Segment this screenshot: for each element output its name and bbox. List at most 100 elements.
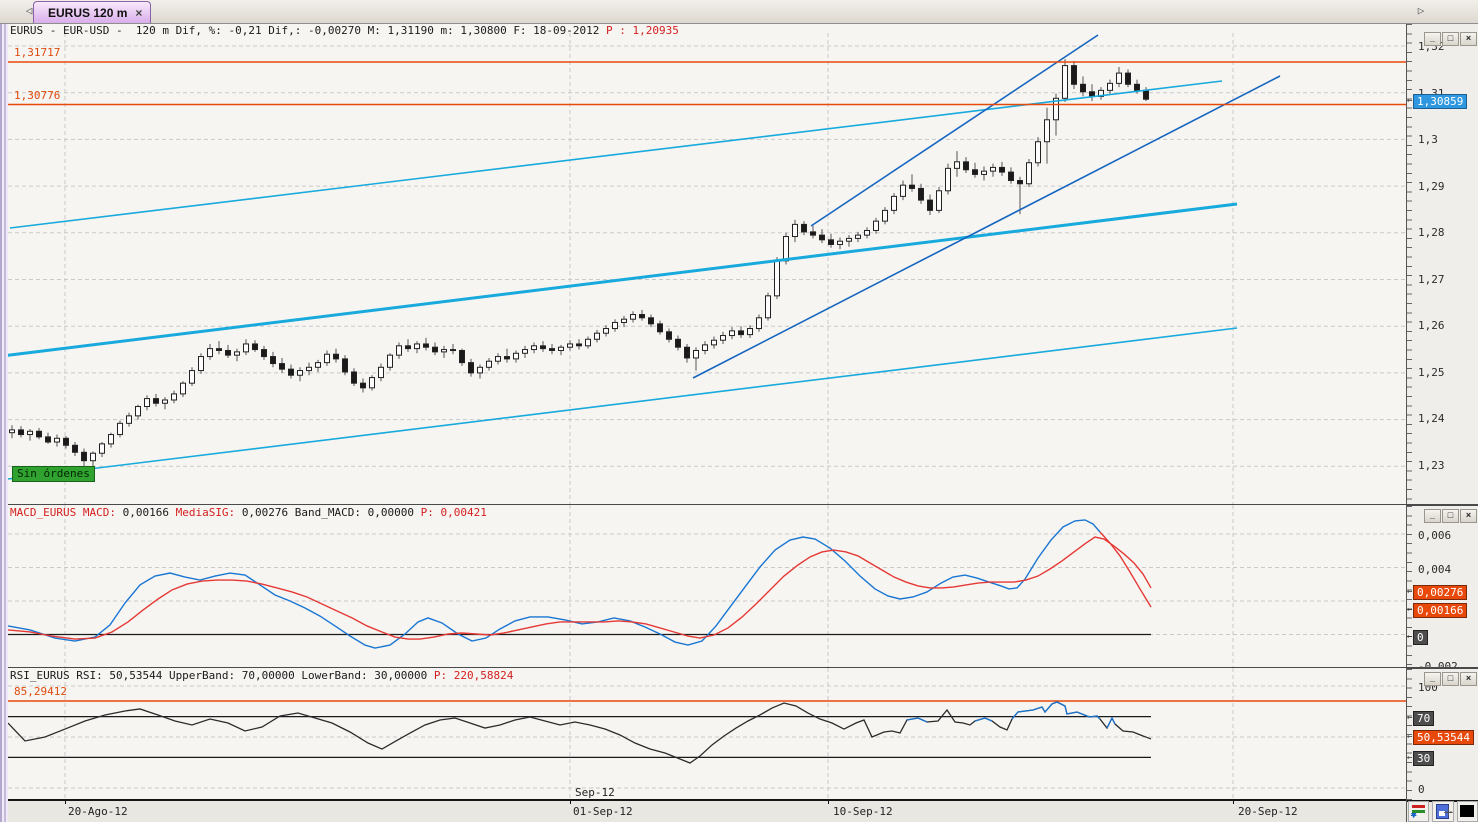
axis-tick-label: 1,23 bbox=[1418, 458, 1445, 472]
tab-scroll-left-icon[interactable]: ◁ bbox=[25, 4, 33, 17]
macd-series-MediaSIG bbox=[7, 536, 1152, 640]
close-icon[interactable]: × bbox=[1460, 509, 1477, 523]
level-arrow-icon: ← bbox=[1407, 586, 1413, 597]
candle bbox=[144, 395, 150, 411]
tab-eurus-120m[interactable]: EURUS 120 m × bbox=[33, 1, 152, 23]
fullscreen-black-icon[interactable] bbox=[1456, 801, 1478, 822]
trendline-steep-lower[interactable] bbox=[692, 75, 1281, 379]
candle bbox=[810, 225, 816, 239]
candle bbox=[1080, 76, 1086, 97]
candle bbox=[657, 320, 663, 335]
candle bbox=[1044, 107, 1050, 164]
candle bbox=[549, 343, 555, 355]
candle bbox=[486, 357, 492, 371]
last-price-box: ← 1,30859 bbox=[1407, 94, 1468, 109]
minimize-icon[interactable]: _ bbox=[1424, 32, 1441, 46]
candle bbox=[315, 359, 321, 372]
level-arrow-icon: ← bbox=[1407, 753, 1413, 764]
axis-tick-label: 0,006 bbox=[1418, 529, 1452, 542]
time-axis[interactable]: 20-Ago-12 01-Sep-12 10-Sep-12 20-Sep-12 bbox=[0, 799, 1406, 822]
candle bbox=[666, 328, 672, 343]
candle bbox=[468, 358, 474, 377]
trendline-channel-bottom[interactable] bbox=[7, 327, 1238, 480]
minimize-icon[interactable]: _ bbox=[1424, 509, 1441, 523]
tab-scroll-right-icon[interactable]: ▷ bbox=[1417, 4, 1425, 17]
chart-area bbox=[0, 24, 1406, 800]
indicator-panel-icon[interactable]: ▼ bbox=[1408, 801, 1430, 822]
macd-chart bbox=[7, 505, 1406, 668]
candle bbox=[1107, 79, 1113, 94]
candle bbox=[522, 345, 528, 358]
pane-separator[interactable] bbox=[0, 504, 1478, 505]
candle bbox=[387, 353, 393, 371]
month-axis-label: Sep-12 bbox=[575, 786, 615, 799]
macd-series-MACD bbox=[7, 519, 1101, 649]
candle bbox=[459, 348, 465, 366]
candle bbox=[828, 233, 834, 248]
candle bbox=[414, 341, 420, 354]
candle bbox=[180, 381, 186, 398]
candle bbox=[711, 336, 717, 349]
candle bbox=[918, 183, 924, 204]
candle bbox=[585, 336, 591, 349]
rsi-line-overbought bbox=[906, 717, 928, 723]
rsi-line-overbought bbox=[974, 717, 993, 722]
save-icon[interactable]: ⊹ bbox=[1432, 801, 1454, 822]
candle bbox=[774, 257, 780, 300]
restore-icon[interactable]: □ bbox=[1442, 509, 1459, 523]
candle bbox=[252, 340, 258, 352]
macd-series-MACD-below-signal bbox=[1099, 531, 1152, 608]
axis-tick-label: 100 bbox=[1418, 681, 1438, 694]
axis-tick-label: 1,31 bbox=[1418, 86, 1445, 100]
candle bbox=[819, 229, 825, 244]
candle bbox=[306, 362, 312, 376]
candle bbox=[81, 448, 87, 467]
candle bbox=[594, 329, 600, 343]
header-segment: P : 1,20935 bbox=[606, 24, 679, 37]
trendline-channel-top[interactable] bbox=[9, 80, 1223, 229]
candle bbox=[477, 364, 483, 379]
restore-icon[interactable]: □ bbox=[1442, 672, 1459, 686]
date-axis-tick bbox=[65, 799, 66, 804]
candle bbox=[495, 353, 501, 365]
candle bbox=[27, 428, 33, 441]
restore-icon[interactable]: □ bbox=[1442, 32, 1459, 46]
axis-tick-label: 1,28 bbox=[1418, 226, 1445, 239]
candle bbox=[801, 221, 807, 236]
macd-axis[interactable]: _ □ × ← 0,00276 ← 0,00166 ← 0 0,006 0,004… bbox=[1407, 505, 1478, 669]
quote-header: EURUS - EUR-USD - 120 m Dif, %: -0,21 Di… bbox=[10, 25, 679, 36]
price-level-label-upper[interactable]: 1,31717 bbox=[14, 46, 61, 59]
price-axis[interactable]: _ □ × ← 1,30859 1,32 1,31 1,3 1,29 1,28 1,27 1… bbox=[1407, 24, 1478, 505]
date-axis-label: 20-Sep-12 bbox=[1238, 805, 1298, 818]
candle bbox=[513, 350, 519, 363]
signal-value-box: ← 0,00276 bbox=[1407, 584, 1468, 600]
rsi-level-label[interactable]: 85,29412 bbox=[14, 685, 67, 698]
minimize-icon[interactable]: _ bbox=[1424, 672, 1441, 686]
candle bbox=[9, 425, 15, 439]
candle bbox=[981, 166, 987, 181]
candle bbox=[108, 432, 114, 448]
candle bbox=[882, 207, 888, 225]
axis-tick-label: 1,3 bbox=[1418, 133, 1438, 146]
header-segment: P: 0,00421 bbox=[420, 506, 487, 519]
candle bbox=[936, 187, 942, 214]
rsi-value-box: ← 50,53544 bbox=[1407, 730, 1474, 746]
close-icon[interactable]: × bbox=[1460, 672, 1477, 686]
candle bbox=[243, 339, 249, 356]
close-icon[interactable]: × bbox=[1460, 32, 1477, 46]
rsi-line bbox=[7, 701, 1152, 764]
candle bbox=[270, 351, 276, 368]
candle bbox=[333, 348, 339, 363]
candle bbox=[378, 363, 384, 382]
tab-close-icon[interactable]: × bbox=[135, 5, 143, 20]
splitter-handle[interactable] bbox=[0, 24, 8, 822]
trendline-steep-upper[interactable] bbox=[810, 34, 1099, 227]
candle bbox=[99, 442, 105, 457]
pane-separator[interactable] bbox=[0, 667, 1478, 668]
candle bbox=[423, 337, 429, 351]
trendline-channel-mid[interactable] bbox=[1, 202, 1238, 358]
candle bbox=[927, 194, 933, 216]
price-level-label-lower[interactable]: 1,30776 bbox=[14, 88, 61, 102]
rsi-axis[interactable]: _ □ × ← 70 ← 50,53544 ← 30 100 0 bbox=[1407, 668, 1478, 801]
